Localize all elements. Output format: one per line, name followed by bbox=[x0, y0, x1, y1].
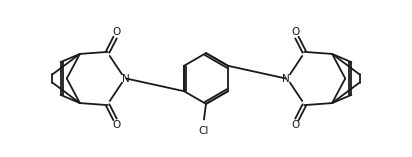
Text: Cl: Cl bbox=[199, 126, 209, 136]
Text: O: O bbox=[112, 27, 121, 37]
Text: O: O bbox=[291, 27, 300, 37]
Text: O: O bbox=[112, 120, 121, 130]
Text: N: N bbox=[282, 73, 290, 84]
Text: O: O bbox=[291, 120, 300, 130]
Text: N: N bbox=[122, 73, 130, 84]
